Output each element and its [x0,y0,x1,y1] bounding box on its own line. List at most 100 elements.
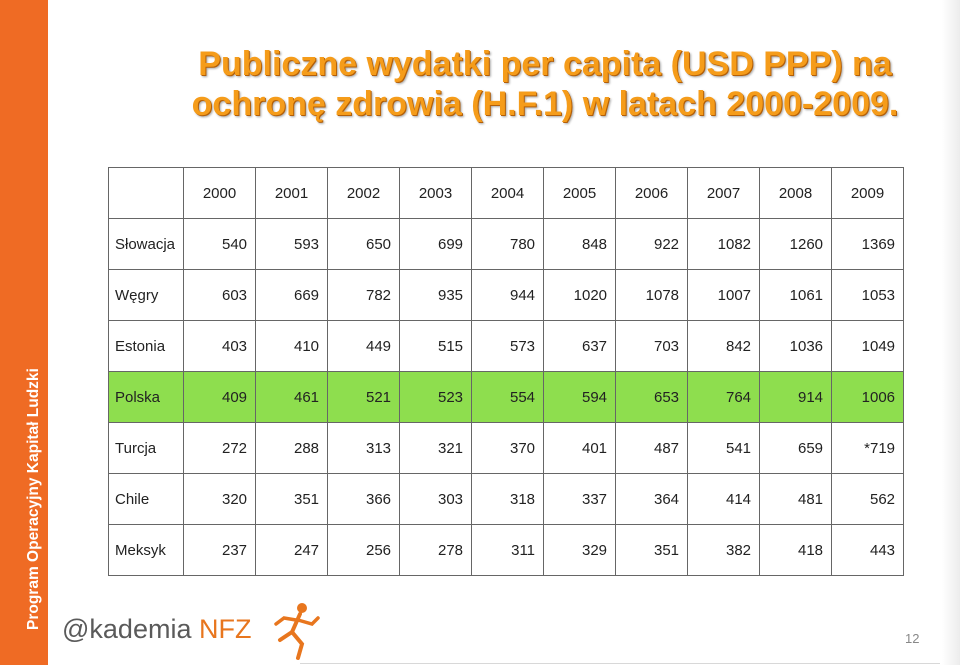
value-cell: 922 [615,218,689,270]
value-cell: 256 [327,524,401,576]
country-cell: Turcja [107,422,185,474]
country-cell: Słowacja [107,218,185,270]
value-cell: 364 [615,473,689,525]
year-header-cell: 2005 [543,167,617,219]
value-cell: 409 [183,371,257,423]
value-cell: 1020 [543,269,617,321]
header-corner-cell [107,167,185,219]
value-cell: 337 [543,473,617,525]
year-header-cell: 2003 [399,167,473,219]
table-row: Węgry 603 669 782 935 944 1020 1078 1007 1061 1053 [107,269,905,321]
page-title: Publiczne wydatki per capita (USD PPP) n… [150,44,940,124]
table-row: Meksyk 237 247 256 278 311 329 351 382 418 443 [107,524,905,576]
value-cell: 594 [543,371,617,423]
value-cell: 935 [399,269,473,321]
value-cell: 914 [759,371,833,423]
value-cell: 523 [399,371,473,423]
value-cell: 540 [183,218,257,270]
logo-suffix: NFZ [198,614,252,644]
value-cell: 449 [327,320,401,372]
value-cell: 650 [327,218,401,270]
year-header-cell: 2009 [831,167,905,219]
logo-prefix: @kademia [62,614,192,644]
value-cell: 401 [543,422,617,474]
value-cell: 321 [399,422,473,474]
year-header-cell: 2000 [183,167,257,219]
logo-text: @kademia NFZ [62,614,251,644]
country-cell: Estonia [107,320,185,372]
value-cell: 1006 [831,371,905,423]
value-cell: 461 [255,371,329,423]
value-cell: 320 [183,473,257,525]
value-cell: 637 [543,320,617,372]
value-cell: *719 [831,422,905,474]
value-cell: 272 [183,422,257,474]
value-cell: 1061 [759,269,833,321]
table-row: Słowacja 540 593 650 699 780 848 922 1082 1260 136… [107,218,905,270]
value-cell: 382 [687,524,761,576]
value-cell: 842 [687,320,761,372]
year-header-cell: 2004 [471,167,545,219]
value-cell: 288 [255,422,329,474]
table-row: Estonia 403 410 449 515 573 637 703 842 1036 1049 [107,320,905,372]
value-cell: 1036 [759,320,833,372]
value-cell: 764 [687,371,761,423]
title-line-2: ochronę zdrowia (H.F.1) w latach 2000-20… [191,85,899,123]
value-cell: 318 [471,473,545,525]
value-cell: 669 [255,269,329,321]
sidebar-program-text: Program Operacyjny Kapitał Ludzki [25,368,42,630]
value-cell: 593 [255,218,329,270]
value-cell: 703 [615,320,689,372]
value-cell: 699 [399,218,473,270]
year-header-cell: 2006 [615,167,689,219]
value-cell: 1053 [831,269,905,321]
value-cell: 1260 [759,218,833,270]
table-header-row: 2000 2001 2002 2003 2004 2005 2006 2007 2008 2009 [107,167,905,219]
value-cell: 278 [399,524,473,576]
country-cell: Chile [107,473,185,525]
footer-divider [300,663,940,664]
year-header-cell: 2001 [255,167,329,219]
country-cell: Polska [107,371,185,423]
value-cell: 659 [759,422,833,474]
value-cell: 780 [471,218,545,270]
value-cell: 418 [759,524,833,576]
value-cell: 351 [615,524,689,576]
value-cell: 351 [255,473,329,525]
value-cell: 403 [183,320,257,372]
value-cell: 487 [615,422,689,474]
value-cell: 653 [615,371,689,423]
value-cell: 848 [543,218,617,270]
page-number: 12 [905,631,920,646]
akademia-nfz-logo: @kademia NFZ [62,600,320,660]
value-cell: 313 [327,422,401,474]
value-cell: 562 [831,473,905,525]
title-line-1: Publiczne wydatki per capita (USD PPP) n… [198,45,892,83]
right-edge-shade [942,0,960,665]
value-cell: 521 [327,371,401,423]
value-cell: 1049 [831,320,905,372]
sidebar-bar: Program Operacyjny Kapitał Ludzki [0,0,48,665]
value-cell: 303 [399,473,473,525]
value-cell: 247 [255,524,329,576]
year-header-cell: 2007 [687,167,761,219]
value-cell: 554 [471,371,545,423]
value-cell: 481 [759,473,833,525]
table-row: Polska 409 461 521 523 554 594 653 764 914 1006 [107,371,905,423]
value-cell: 573 [471,320,545,372]
value-cell: 414 [687,473,761,525]
year-header-cell: 2008 [759,167,833,219]
value-cell: 410 [255,320,329,372]
year-header-cell: 2002 [327,167,401,219]
value-cell: 515 [399,320,473,372]
table-row: Chile 320 351 366 303 318 337 364 414 481 562 [107,473,905,525]
value-cell: 1082 [687,218,761,270]
expenditure-table: 2000 2001 2002 2003 2004 2005 2006 2007 2008 2009… [107,167,905,576]
value-cell: 370 [471,422,545,474]
value-cell: 237 [183,524,257,576]
value-cell: 329 [543,524,617,576]
country-cell: Meksyk [107,524,185,576]
value-cell: 541 [687,422,761,474]
country-cell: Węgry [107,269,185,321]
value-cell: 366 [327,473,401,525]
